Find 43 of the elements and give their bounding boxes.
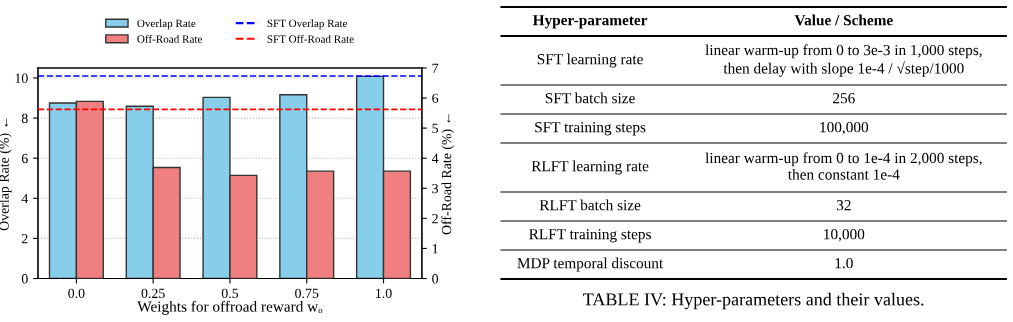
legend-label: SFT Overlap Rate [267, 19, 348, 30]
y2-tick-label: 0 [432, 274, 439, 284]
text: SFT training steps [535, 122, 646, 136]
text: 100,000 [820, 122, 869, 135]
text: RLFT training steps [529, 229, 651, 243]
text: 1.0 [835, 258, 853, 269]
y-tick-label: 8 [21, 113, 28, 124]
y2-tick-label: 4 [431, 153, 439, 164]
y2-tick-label: 7 [432, 63, 439, 73]
y2-axis-title: Off-Road Rate (%) ← [441, 114, 455, 235]
text: SFT batch size [545, 92, 635, 104]
x-axis-title: Weights for offroad reward wₒ [137, 300, 323, 315]
x-tick-label: 0.25 [141, 288, 165, 299]
x-tick-label: 1.0 [376, 288, 392, 299]
y2-tick-label: 5 [432, 123, 439, 134]
text: Hyper-parameter [532, 15, 648, 29]
text: MDP temporal discount [517, 257, 664, 272]
y-tick-label: 10 [15, 73, 28, 83]
x-tick-label: 0.5 [221, 288, 239, 299]
text: linear warm-up from 0 to 1e-4 in 2,000 steps, then constant 1e-4 [705, 152, 982, 180]
legend-label: SFT Off-Road Rate [267, 34, 354, 43]
text: Value / Scheme [794, 14, 893, 26]
y2-tick-label: 6 [432, 93, 439, 103]
y-tick-label: 2 [21, 234, 28, 244]
text: TABLE IV: Hyper-parameters and their values. [583, 292, 924, 310]
text: RLFT learning rate [531, 160, 649, 175]
text: 256 [833, 93, 855, 104]
x-tick-label: 0.75 [295, 288, 319, 299]
y-tick-label: 0 [21, 274, 28, 284]
y2-tick-label: 2 [432, 213, 438, 224]
y2-tick-label: 1 [432, 244, 438, 254]
y-axis-title: Overlap Rate (%) ← [0, 118, 12, 231]
text: linear warm-up from 0 to 3e-3 in 1,000 steps, then delay with slope 1e-4 / √step/1000 [705, 44, 982, 77]
text: RLFT batch size [539, 199, 641, 211]
y-tick-label: 4 [21, 193, 29, 204]
y2-tick-label: 3 [432, 183, 439, 194]
x-tick-label: 0.0 [68, 288, 85, 299]
y-tick-label: 6 [21, 153, 28, 164]
legend-label: Overlap Rate [137, 19, 196, 30]
text: SFT learning rate [537, 53, 643, 68]
text: 10,000 [824, 229, 865, 242]
legend-label: Off-Road Rate [137, 34, 203, 43]
text: 32 [836, 200, 851, 211]
